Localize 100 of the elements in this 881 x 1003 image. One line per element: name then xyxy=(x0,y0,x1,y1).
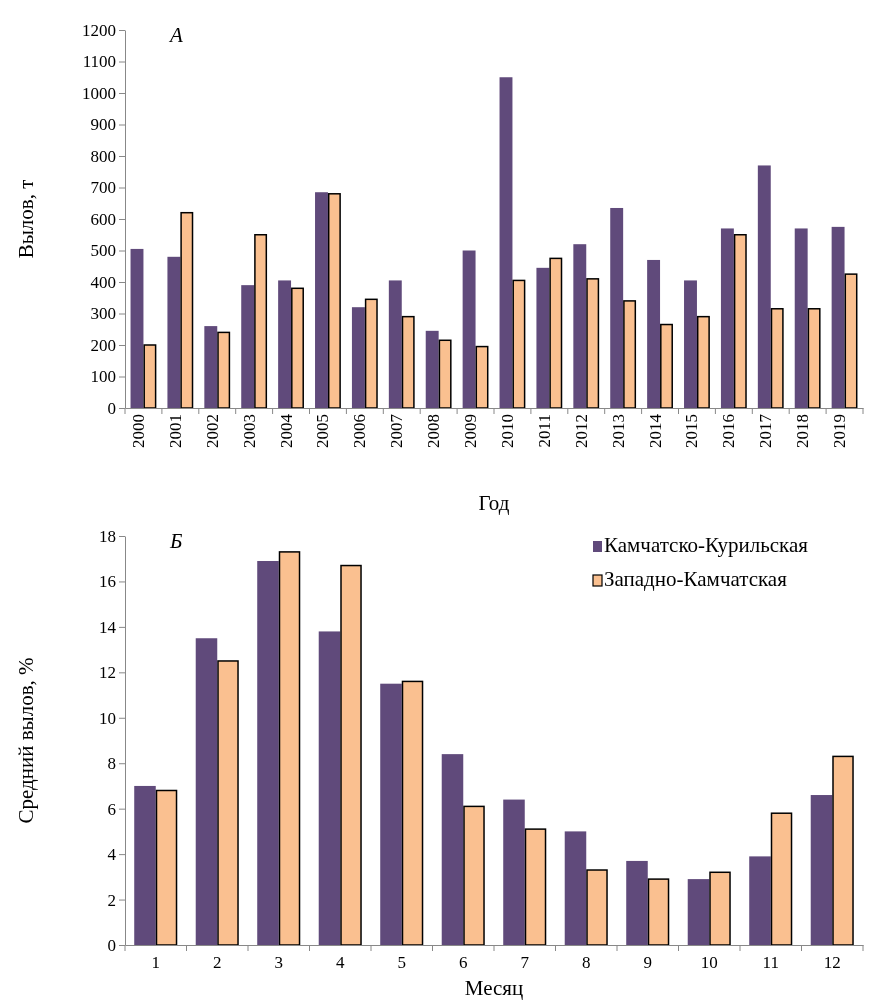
legend-label: Западно-Камчатская xyxy=(604,567,788,591)
y-tick-label: 10 xyxy=(99,708,116,728)
y-tick-label: 1100 xyxy=(82,52,116,72)
bar xyxy=(217,660,239,946)
bar xyxy=(660,323,673,409)
bar xyxy=(438,339,452,409)
bar xyxy=(401,315,415,409)
bar xyxy=(503,799,525,945)
y-tick-label: 900 xyxy=(90,115,116,135)
y-tick-label: 0 xyxy=(107,935,116,955)
x-tick-label: 3 xyxy=(274,953,283,973)
bar xyxy=(626,860,648,945)
bar xyxy=(794,228,808,408)
bar xyxy=(770,812,793,946)
x-tick-label: 1 xyxy=(151,953,160,973)
y-tick-label: 700 xyxy=(90,178,116,198)
x-tick-label: 2 xyxy=(213,953,222,973)
bar xyxy=(351,307,365,408)
bar xyxy=(770,308,784,409)
bar xyxy=(143,344,157,409)
x-tick-label: 2018 xyxy=(793,414,813,448)
bar xyxy=(257,560,279,945)
x-tick-label: 2011 xyxy=(534,414,554,448)
bar xyxy=(536,267,550,408)
x-tick-label: 11 xyxy=(762,953,779,973)
x-tick-label: 2005 xyxy=(313,414,333,448)
bar xyxy=(696,315,710,409)
x-axis-title: Месяц xyxy=(464,976,524,1000)
bar xyxy=(380,683,402,945)
bar xyxy=(831,226,845,408)
bar xyxy=(810,795,833,945)
x-tick-label: 2004 xyxy=(276,413,296,448)
x-tick-label: 8 xyxy=(582,953,591,973)
y-tick-label: 1000 xyxy=(82,83,116,103)
x-tick-label: 2015 xyxy=(682,414,702,448)
y-tick-label: 100 xyxy=(90,367,116,387)
y-axis-title: Вылов, т xyxy=(13,179,38,259)
y-tick-label: 8 xyxy=(107,754,116,774)
x-tick-label: 2017 xyxy=(756,413,776,448)
y-tick-label: 4 xyxy=(107,845,117,865)
bar xyxy=(364,298,378,409)
bar xyxy=(155,789,178,946)
x-tick-label: 2012 xyxy=(571,414,591,448)
y-tick-label: 300 xyxy=(90,304,116,324)
x-tick-label: 2007 xyxy=(387,413,407,448)
bar xyxy=(167,256,181,408)
y-tick-label: 400 xyxy=(90,272,116,292)
x-tick-label: 2009 xyxy=(461,414,481,448)
bar xyxy=(134,785,156,945)
x-axis-title: Год xyxy=(478,491,510,515)
bar xyxy=(180,211,194,409)
x-tick-label: 6 xyxy=(459,953,468,973)
y-tick-label: 2 xyxy=(107,890,116,910)
x-tick-label: 2000 xyxy=(128,414,148,448)
bar xyxy=(401,680,424,946)
bar xyxy=(832,755,854,946)
bar xyxy=(524,828,547,946)
bar xyxy=(647,878,670,946)
x-tick-label: 2001 xyxy=(165,414,185,448)
y-tick-label: 16 xyxy=(99,572,116,592)
y-axis-title: Средний вылов, % xyxy=(13,657,38,824)
bar xyxy=(340,564,362,946)
bar xyxy=(204,326,218,408)
y-tick-label: 12 xyxy=(99,663,116,683)
bar xyxy=(463,805,485,946)
y-tick-label: 6 xyxy=(107,799,116,819)
bar xyxy=(573,244,587,408)
x-tick-label: 5 xyxy=(397,953,406,973)
y-tick-label: 1200 xyxy=(82,20,116,40)
bar xyxy=(733,234,747,409)
bar xyxy=(499,77,513,408)
annotation: Б xyxy=(169,529,183,553)
bar xyxy=(807,308,821,409)
bar xyxy=(217,331,231,409)
y-tick-label: 0 xyxy=(107,398,116,418)
bar xyxy=(720,228,734,408)
legend-label: Камчатско-Курильская xyxy=(604,533,809,557)
x-tick-label: 7 xyxy=(520,953,530,973)
bar xyxy=(241,285,255,408)
bar xyxy=(315,192,328,408)
bar xyxy=(318,631,341,945)
bar xyxy=(684,280,697,408)
x-tick-label: 2002 xyxy=(202,414,222,448)
annotation: A xyxy=(168,23,183,47)
bar xyxy=(749,856,771,945)
bar xyxy=(388,280,402,408)
x-tick-label: 2019 xyxy=(830,414,850,448)
bar xyxy=(687,879,710,945)
bar xyxy=(195,638,218,945)
bar xyxy=(278,280,292,408)
y-tick-label: 600 xyxy=(90,209,116,229)
x-tick-label: 2013 xyxy=(608,414,628,448)
bar xyxy=(623,300,637,409)
x-tick-label: 9 xyxy=(643,953,652,973)
bar xyxy=(586,869,608,946)
x-tick-label: 12 xyxy=(823,953,841,973)
x-tick-label: 10 xyxy=(700,953,718,973)
bar xyxy=(564,831,587,945)
bar xyxy=(610,207,624,408)
bar xyxy=(757,165,771,408)
